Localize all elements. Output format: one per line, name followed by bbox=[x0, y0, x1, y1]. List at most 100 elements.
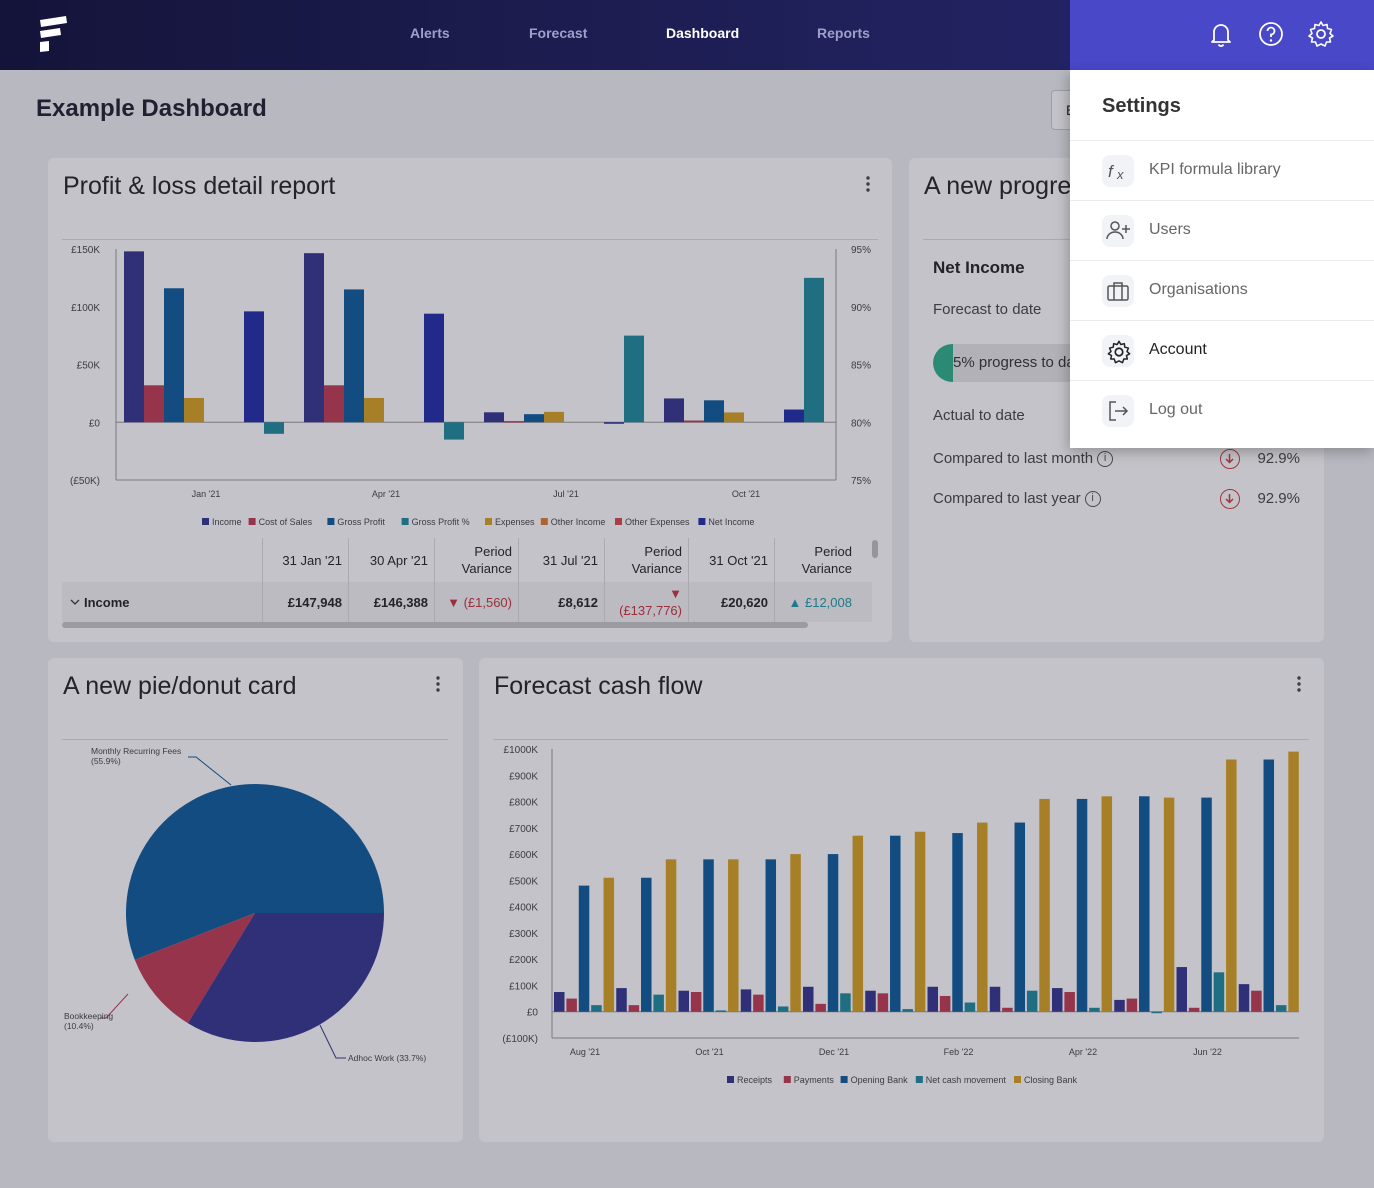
y-tick-label: £0 bbox=[89, 418, 101, 429]
legend-label: Gross Profit bbox=[337, 517, 385, 527]
kebab-menu-icon[interactable] bbox=[858, 174, 878, 194]
x-tick-label: Apr '22 bbox=[1069, 1047, 1097, 1057]
x-tick-label: Dec '21 bbox=[819, 1047, 849, 1057]
menu-item-organisations[interactable]: Organisations bbox=[1070, 260, 1374, 320]
y-tick-label: (£100K) bbox=[502, 1034, 538, 1045]
compare-month-value: 92.9% bbox=[1257, 450, 1300, 467]
app-logo-icon[interactable] bbox=[36, 14, 72, 54]
y2-tick-label: 85% bbox=[851, 361, 871, 372]
legend-swatch bbox=[401, 518, 409, 525]
menu-item-label: KPI formula library bbox=[1149, 161, 1281, 178]
bar-gross-profit bbox=[704, 400, 724, 423]
menu-item-log-out[interactable]: Log out bbox=[1070, 380, 1374, 440]
bar-net-income bbox=[604, 422, 624, 424]
bar-gross-profit- bbox=[264, 422, 284, 434]
modal-backdrop[interactable] bbox=[0, 70, 1070, 1188]
compare-year-label: Compared to last year bbox=[933, 490, 1081, 507]
bar-net-income bbox=[784, 409, 804, 423]
pl-table-cell: £20,620 bbox=[721, 594, 768, 610]
bar-income bbox=[664, 398, 684, 423]
horizontal-scrollbar[interactable] bbox=[62, 622, 808, 628]
legend-label: Other Income bbox=[551, 517, 606, 527]
progress-text: 5% progress to dat bbox=[953, 354, 1079, 371]
x-tick-label: Apr '21 bbox=[372, 489, 400, 499]
help-icon[interactable] bbox=[1256, 19, 1286, 49]
y-tick-label: £500K bbox=[509, 876, 538, 887]
bell-icon[interactable] bbox=[1206, 19, 1236, 49]
card-divider bbox=[62, 739, 448, 740]
menu-item-account[interactable]: Account bbox=[1070, 320, 1374, 380]
info-icon[interactable]: i bbox=[1084, 491, 1101, 508]
bar-cost-of-sales bbox=[144, 385, 164, 423]
bar-closing-bank bbox=[603, 877, 615, 1012]
bar-net-income bbox=[244, 311, 264, 423]
x-tick-label: Jul '21 bbox=[553, 489, 579, 499]
bar-closing-bank bbox=[665, 859, 677, 1012]
pl-table-cell: ▼ (£137,776) bbox=[619, 586, 682, 618]
y-tick-label: £100K bbox=[509, 981, 538, 992]
bar-opening-bank bbox=[765, 859, 777, 1012]
table-row[interactable]: Income £147,948 £146,388 ▼ (£1,560) £8,612 ▼… bbox=[62, 582, 872, 622]
menu-item-users[interactable]: Users bbox=[1070, 200, 1374, 260]
pl-table-cell: £146,388 bbox=[373, 594, 428, 610]
bar-expenses bbox=[364, 397, 384, 423]
bar-net-cash-movement bbox=[1151, 1011, 1162, 1014]
info-icon[interactable]: i bbox=[1097, 451, 1114, 468]
legend-swatch bbox=[783, 1076, 791, 1083]
chevron-down-icon[interactable] bbox=[70, 597, 80, 607]
pl-header-cell: 31 Jan '21 bbox=[282, 552, 342, 568]
y-tick-label: £1000K bbox=[504, 745, 539, 756]
bar-net-cash-movement bbox=[840, 993, 851, 1012]
menu-divider bbox=[1070, 260, 1374, 261]
column-divider bbox=[774, 538, 775, 622]
bar-gross-profit- bbox=[804, 277, 824, 423]
down-arrow-icon bbox=[1220, 449, 1240, 469]
x-tick-label: Jan '21 bbox=[192, 489, 221, 499]
pie-chart: Monthly Recurring Fees(55.9%) Bookkeeping… bbox=[64, 746, 426, 1063]
kebab-menu-icon[interactable] bbox=[428, 674, 448, 694]
bar-closing-bank bbox=[914, 831, 926, 1012]
nav-forecast[interactable]: Forecast bbox=[529, 25, 588, 41]
net-income-heading: Net Income bbox=[933, 258, 1025, 277]
bar-payments bbox=[1251, 990, 1262, 1012]
bar-payments bbox=[690, 992, 702, 1012]
pl-header-cell: 31 Oct '21 bbox=[709, 552, 768, 568]
kebab-menu-icon[interactable] bbox=[1289, 674, 1309, 694]
pie-label: (55.9%) bbox=[91, 756, 121, 766]
bar-opening-bank bbox=[578, 885, 590, 1012]
pl-table-cell: £8,612 bbox=[558, 594, 598, 610]
cash-flow-card-title: Forecast cash flow bbox=[494, 672, 703, 700]
pl-header-cell: 30 Apr '21 bbox=[369, 552, 428, 568]
column-divider bbox=[434, 538, 435, 622]
modal-backdrop[interactable] bbox=[1070, 448, 1374, 1188]
column-divider bbox=[518, 538, 519, 622]
gear-icon[interactable] bbox=[1306, 19, 1336, 49]
pie-card-title: A new pie/donut card bbox=[63, 672, 297, 700]
bar-net-cash-movement bbox=[591, 1005, 602, 1012]
legend-swatch bbox=[698, 518, 706, 525]
nav-dashboard[interactable]: Dashboard bbox=[666, 25, 740, 41]
bar-closing-bank bbox=[1101, 796, 1113, 1012]
legend-label: Gross Profit % bbox=[412, 517, 470, 527]
bar-income bbox=[484, 412, 504, 423]
vertical-scrollbar[interactable] bbox=[872, 540, 878, 558]
y-tick-label: £800K bbox=[509, 798, 538, 809]
column-divider bbox=[348, 538, 349, 622]
pl-header-cell: 31 Jul '21 bbox=[542, 552, 598, 568]
nav-reports[interactable]: Reports bbox=[817, 25, 870, 41]
menu-item-label: Users bbox=[1149, 221, 1191, 238]
y-tick-label: £50K bbox=[77, 361, 101, 372]
legend-label: Net Income bbox=[708, 517, 754, 527]
bar-cost-of-sales bbox=[324, 385, 344, 423]
y-tick-label: (£50K) bbox=[70, 476, 100, 487]
bar-net-cash-movement bbox=[1026, 990, 1038, 1012]
bar-closing-bank bbox=[1226, 759, 1237, 1012]
pie-leader-line bbox=[100, 993, 129, 1019]
legend-label: Income bbox=[212, 517, 242, 527]
bar-opening-bank bbox=[952, 833, 963, 1012]
pl-header-cell: Period Variance bbox=[631, 544, 682, 576]
nav-alerts[interactable]: Alerts bbox=[410, 25, 450, 41]
menu-divider bbox=[1070, 140, 1374, 141]
